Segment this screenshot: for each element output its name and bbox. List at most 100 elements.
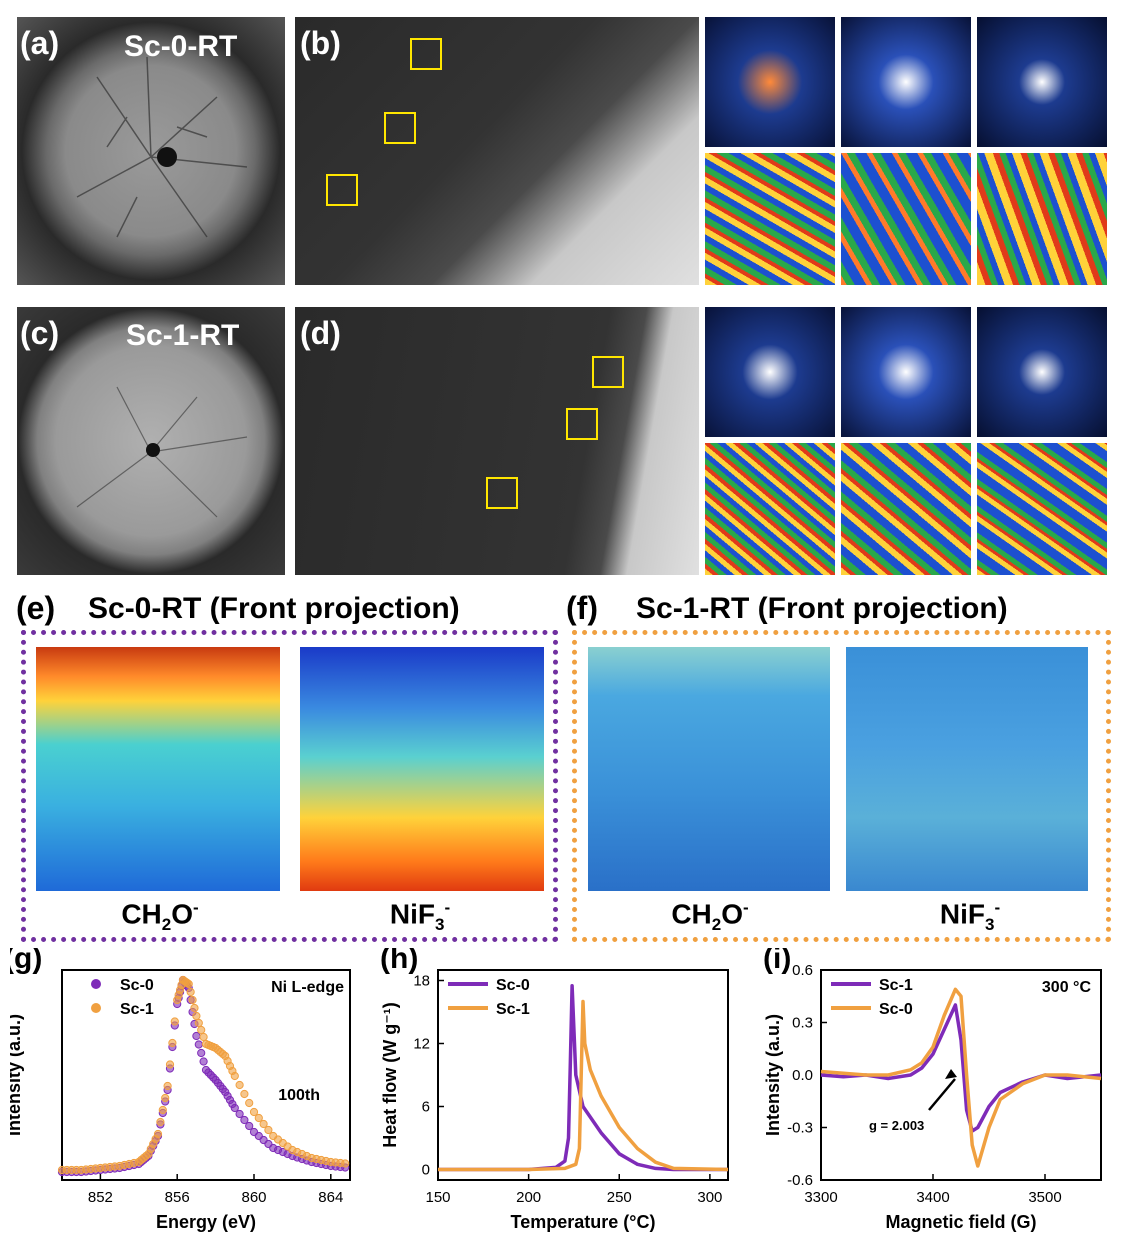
x-tick-label: 864 [318,1189,343,1206]
x-tick-label: 852 [88,1189,113,1206]
arrow-head [945,1069,957,1079]
frame-e [21,630,558,942]
data-point [197,1048,206,1058]
data-point [259,1119,268,1129]
projection-title-e: Sc-0-RT (Front projection) [88,592,460,625]
y-tick-label: 18 [413,973,430,990]
annotation-temperature: 300 °C [1042,979,1092,996]
chart-h-dsc: (h) 150 200 250 300 0 6 12 18 Temperature (°C) Hea… [380,948,729,1232]
data-point [186,987,195,997]
x-tick-label: 200 [516,1189,541,1206]
map-nif3-sc0 [300,647,544,891]
legend-marker [91,979,101,989]
y-tick-label: -0.6 [787,1172,813,1189]
series-line [438,999,729,1172]
map-ch2o-sc1 [588,647,830,891]
legend-label: Sc-1 [879,977,913,994]
plot-frame [437,969,729,1181]
chart-panel-label: (i) [763,948,791,975]
x-axis-label: Energy (eV) [156,1212,256,1232]
y-tick-label: 0.3 [792,1015,813,1032]
fft-tile-3 [977,17,1107,147]
ifft-tile-4 [705,443,835,575]
x-tick-label: 856 [165,1189,190,1206]
data-point [170,1017,179,1026]
x-tick-label: 3500 [1028,1189,1061,1206]
x-axis-label: Magnetic field (G) [885,1212,1036,1232]
fft-tile-6 [977,307,1107,437]
y-axis-label: Intensity (a.u.) [10,1014,24,1136]
data-point [153,1129,163,1139]
fft-tile-5 [841,307,971,437]
y-tick-label: 12 [413,1036,430,1053]
x-tick-label: 150 [425,1189,450,1206]
legend-label: Sc-0 [879,1001,913,1018]
plot-frame [61,969,351,1181]
x-tick-label: 300 [697,1189,722,1206]
y-tick-label: 0.0 [792,1067,813,1084]
map-nif3-sc1 [846,647,1088,891]
x-tick-label: 250 [607,1189,632,1206]
sem-image-sc0 [17,17,285,285]
y-tick-label: 6 [422,1099,430,1116]
data-point [184,979,193,989]
annotation-edge: Ni L-edge [271,979,344,996]
ifft-tile-5 [841,443,971,575]
data-point [230,1103,239,1113]
data-point [197,1025,206,1035]
series-line [820,1003,1102,1133]
data-point [168,1038,177,1048]
annotation-g-factor: g = 2.003 [869,1118,924,1133]
data-point [158,1105,167,1115]
data-point [161,1093,170,1103]
data-point [156,1117,165,1127]
panel-label-c: (c) [20,315,60,351]
annotation-cycle: 100th [278,1087,320,1104]
data-point [235,1109,244,1119]
data-point [240,1089,249,1099]
map-ch2o-sc0 [36,647,280,891]
panel-label-f: (f) [566,590,598,626]
fft-tile-1 [705,17,835,147]
ifft-tile-6 [977,443,1107,575]
legend-label: Sc-0 [496,977,530,994]
data-point [264,1125,273,1135]
frame-f [572,630,1111,942]
series-line [438,984,728,1172]
fft-tile-2 [841,17,971,147]
data-point [192,1011,201,1021]
x-tick-label: 3400 [916,1189,949,1206]
data-point [254,1113,263,1123]
data-point [249,1107,259,1117]
crack-pattern-sc0 [76,56,248,238]
chart-panel-label: (h) [380,948,418,975]
sample-label-sc1: Sc-1-RT [126,319,240,352]
roi-boxes-sc0 [326,38,442,206]
data-point [190,1003,199,1013]
map-label-nif3-f: NiF3- [939,898,1001,934]
sem-image-sc1 [17,307,285,575]
data-point [245,1098,254,1108]
chart-i-epr: (i) 3300 3400 3500 -0.6 -0.3 0.0 0.3 0.6 Magnetic… [763,948,1102,1232]
panel-label-d: (d) [300,315,341,351]
panel-label-b: (b) [300,25,341,61]
sample-label-sc0: Sc-0-RT [124,30,238,63]
tem-image-sc0 [295,17,699,285]
data-point [188,995,197,1005]
legend-marker [91,1003,101,1013]
panel-label-a: (a) [20,25,60,61]
y-tick-label: 0.6 [792,962,813,979]
data-point [235,1080,244,1090]
annotation-arrow [928,1078,956,1111]
projection-title-f: Sc-1-RT (Front projection) [636,592,1008,625]
data-point [192,1031,201,1041]
fft-tile-4 [705,307,835,437]
y-tick-label: 0 [422,1162,430,1179]
x-axis-label: Temperature (°C) [511,1212,656,1232]
data-point [240,1115,249,1125]
series-line [820,987,1102,1168]
data-point [163,1081,172,1091]
data-point [194,1040,203,1049]
map-label-ch2o-e: CH2O- [121,898,199,934]
y-axis-label: Heat flow (W g⁻¹) [380,1002,400,1147]
